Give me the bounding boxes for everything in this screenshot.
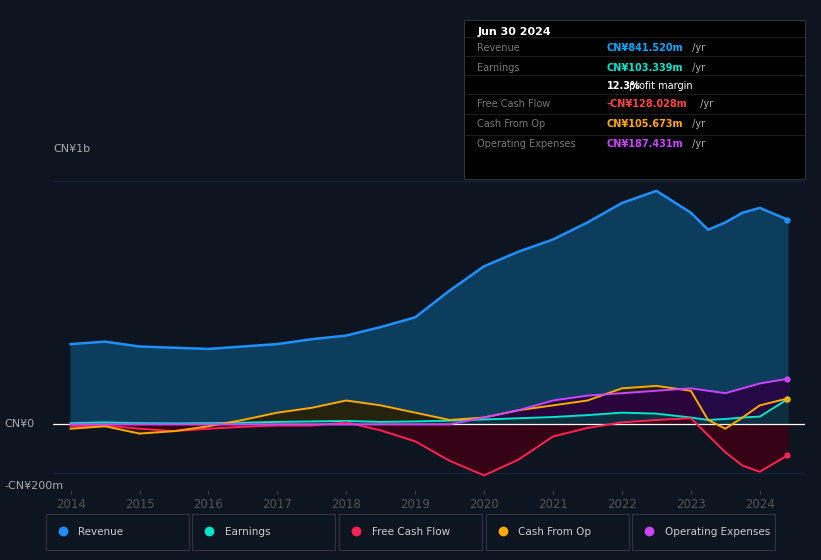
Text: Cash From Op: Cash From Op [518,527,591,537]
Text: -CN¥200m: -CN¥200m [4,482,63,491]
Text: Earnings: Earnings [478,63,520,73]
Text: Operating Expenses: Operating Expenses [665,527,770,537]
Text: Jun 30 2024: Jun 30 2024 [478,27,551,37]
Text: Free Cash Flow: Free Cash Flow [372,527,450,537]
Text: Operating Expenses: Operating Expenses [478,139,576,150]
Text: profit margin: profit margin [626,81,692,91]
Text: Free Cash Flow: Free Cash Flow [478,100,551,109]
Text: /yr: /yr [690,63,705,73]
Text: /yr: /yr [690,43,705,53]
Text: CN¥841.520m: CN¥841.520m [607,43,684,53]
Text: Revenue: Revenue [78,527,123,537]
Text: CN¥187.431m: CN¥187.431m [607,139,684,150]
Text: 12.3%: 12.3% [607,81,640,91]
Text: CN¥103.339m: CN¥103.339m [607,63,683,73]
Text: Earnings: Earnings [225,527,270,537]
Text: -CN¥128.028m: -CN¥128.028m [607,100,688,109]
Text: Revenue: Revenue [478,43,521,53]
Text: /yr: /yr [690,139,705,150]
Text: CN¥105.673m: CN¥105.673m [607,119,683,129]
Text: CN¥1b: CN¥1b [53,144,90,154]
Text: /yr: /yr [697,100,713,109]
Text: CN¥0: CN¥0 [4,419,34,430]
Text: /yr: /yr [690,119,705,129]
Text: Cash From Op: Cash From Op [478,119,546,129]
